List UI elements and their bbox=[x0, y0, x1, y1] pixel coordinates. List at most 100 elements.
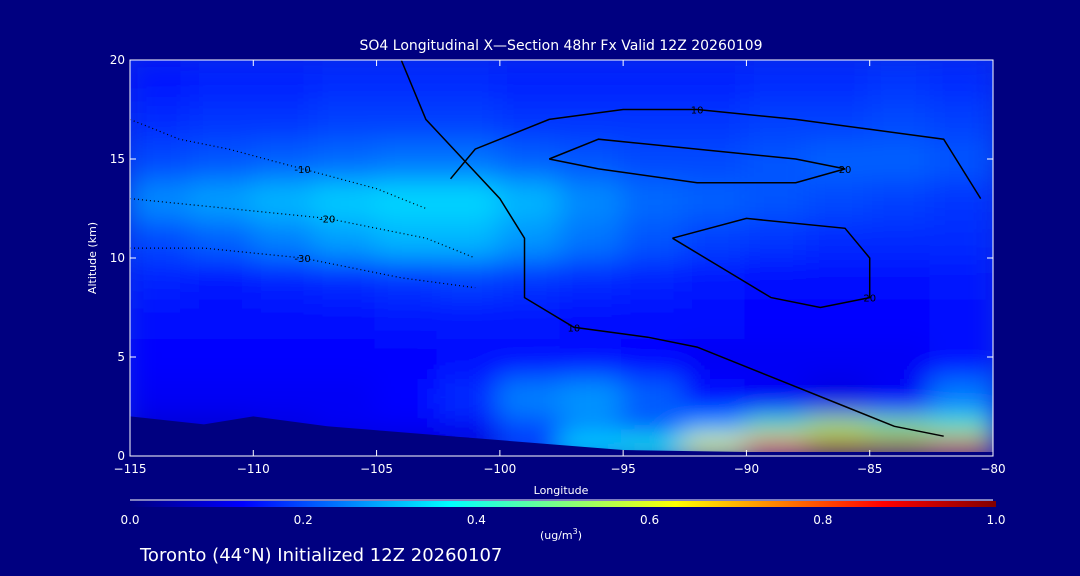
heatmap-cell bbox=[867, 295, 934, 340]
contour-label: -30 bbox=[294, 254, 310, 265]
colorbar-tick-label: 0.2 bbox=[294, 513, 313, 527]
y-tick-label: 0 bbox=[117, 449, 125, 463]
heatmap-cell bbox=[251, 176, 317, 221]
heatmap-cell bbox=[744, 137, 811, 181]
heatmap-cell bbox=[436, 97, 502, 142]
x-tick-label: −105 bbox=[360, 462, 393, 476]
heatmap-cell bbox=[374, 216, 441, 260]
heatmap-cell bbox=[682, 335, 749, 379]
heatmap-cell bbox=[682, 137, 749, 181]
contour-label: 10 bbox=[691, 106, 704, 117]
x-tick-label: −115 bbox=[114, 462, 147, 476]
colorbar-tick-label: 0.8 bbox=[813, 513, 832, 527]
heatmap-cell bbox=[436, 60, 502, 102]
heatmap-cell bbox=[312, 256, 379, 300]
y-tick-label: 10 bbox=[110, 251, 125, 265]
heatmap-cell bbox=[251, 97, 317, 142]
heatmap-cell bbox=[436, 256, 502, 300]
y-tick-label: 15 bbox=[110, 152, 125, 166]
station-init-text: Toronto (44°N) Initialized 12Z 20260107 bbox=[139, 545, 502, 566]
heatmap-cell bbox=[744, 335, 811, 379]
heatmap-cell bbox=[251, 60, 317, 102]
heatmap-cell bbox=[189, 60, 256, 102]
heatmap-cell bbox=[312, 97, 379, 142]
heatmap-cell bbox=[744, 256, 811, 300]
heatmap-cell bbox=[806, 335, 872, 379]
heatmap-cell bbox=[251, 374, 317, 419]
heatmap-cell bbox=[744, 434, 811, 456]
heatmap-cell bbox=[559, 374, 626, 419]
heatmap-cell bbox=[130, 97, 194, 142]
heatmap-cell bbox=[744, 414, 811, 439]
heatmap-cell bbox=[621, 137, 687, 181]
x-axis-label: Longitude bbox=[534, 484, 589, 497]
heatmap-cell bbox=[867, 374, 934, 419]
colorbar bbox=[130, 501, 996, 507]
heatmap-cell bbox=[929, 374, 993, 419]
heatmap-cell bbox=[130, 335, 194, 379]
heatmap-cell bbox=[374, 374, 441, 419]
heatmap-cell bbox=[374, 335, 441, 379]
heatmap-cell bbox=[867, 434, 934, 456]
x-tick-label: −85 bbox=[857, 462, 882, 476]
heatmap-cell bbox=[621, 256, 687, 300]
heatmap-cell bbox=[497, 216, 564, 260]
heatmap-cell bbox=[929, 414, 993, 439]
heatmap-cell bbox=[312, 137, 379, 181]
heatmap-cell bbox=[744, 295, 811, 340]
heatmap-cell bbox=[436, 295, 502, 340]
contour-label: 20 bbox=[863, 294, 876, 305]
x-tick-label: −80 bbox=[980, 462, 1005, 476]
contour-label: 20 bbox=[839, 165, 852, 176]
heatmap-cell bbox=[806, 256, 872, 300]
heatmap-cell bbox=[130, 137, 194, 181]
heatmap-cell bbox=[436, 176, 502, 221]
heatmap-cell bbox=[559, 414, 626, 439]
heatmap-cell bbox=[806, 414, 872, 439]
heatmap-cell bbox=[744, 374, 811, 419]
heatmap-cell bbox=[189, 256, 256, 300]
heatmap-cell bbox=[374, 295, 441, 340]
heatmap-cell bbox=[621, 97, 687, 142]
heatmap-cell bbox=[744, 60, 811, 102]
x-tick-label: −95 bbox=[610, 462, 635, 476]
chart-title: SO4 Longitudinal X—Section 48hr Fx Valid… bbox=[360, 38, 763, 54]
heatmap-cell bbox=[436, 216, 502, 260]
heatmap-cell bbox=[806, 176, 872, 221]
heatmap-cell bbox=[251, 137, 317, 181]
heatmap-cell bbox=[497, 176, 564, 221]
heatmap-cell bbox=[312, 335, 379, 379]
heatmap-cell bbox=[806, 374, 872, 419]
y-tick-label: 20 bbox=[110, 53, 125, 67]
heatmap-cell bbox=[867, 97, 934, 142]
colorbar-tick-label: 0.0 bbox=[120, 513, 139, 527]
heatmap-cell bbox=[621, 60, 687, 102]
heatmap-cell bbox=[867, 176, 934, 221]
heatmap-cell bbox=[867, 414, 934, 439]
heatmap-cell bbox=[312, 60, 379, 102]
colorbar-tick-label: 1.0 bbox=[986, 513, 1005, 527]
heatmap-cell bbox=[189, 216, 256, 260]
heatmap-cell bbox=[559, 176, 626, 221]
heatmap-cell bbox=[744, 176, 811, 221]
heatmap-cell bbox=[497, 256, 564, 300]
heatmap-cell bbox=[130, 216, 194, 260]
heatmap-cell bbox=[621, 176, 687, 221]
y-axis-label: Altitude (km) bbox=[86, 222, 99, 294]
heatmap-cell bbox=[436, 335, 502, 379]
contour-line bbox=[548, 138, 846, 184]
heatmap-cell bbox=[682, 374, 749, 419]
heatmap-cell bbox=[867, 60, 934, 102]
heatmap-cell bbox=[806, 434, 872, 456]
x-tick-label: −110 bbox=[237, 462, 270, 476]
heatmap-cell bbox=[312, 216, 379, 260]
heatmap-cell bbox=[189, 335, 256, 379]
contour-label: -10 bbox=[294, 165, 310, 176]
colorbar-tick-label: 0.4 bbox=[467, 513, 486, 527]
heatmap-cell bbox=[682, 97, 749, 142]
x-tick-label: −90 bbox=[734, 462, 759, 476]
heatmap-cell bbox=[436, 414, 502, 439]
heatmap-cell bbox=[682, 295, 749, 340]
heatmap-cell bbox=[806, 216, 872, 260]
